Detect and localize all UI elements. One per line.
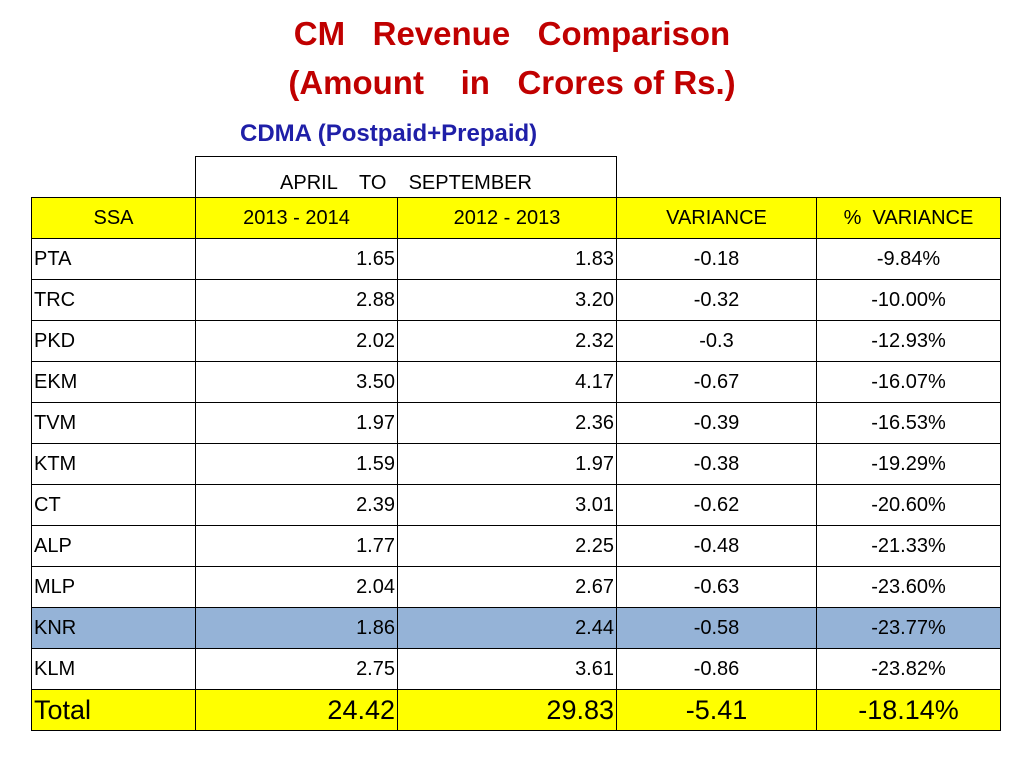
table-row: TRC 2.88 3.20 -0.32 -10.00%: [31, 279, 1001, 321]
cell-ssa: TRC: [31, 279, 196, 321]
cell-2012-2013: 3.20: [397, 279, 617, 321]
cell-2013-2014: 1.59: [195, 443, 398, 485]
header-variance: VARIANCE: [616, 197, 817, 239]
cell-2013-2014: 2.04: [195, 566, 398, 608]
cell-ssa: ALP: [31, 525, 196, 567]
cell-variance: -0.62: [616, 484, 817, 526]
cell-ssa: MLP: [31, 566, 196, 608]
cell-variance: -0.67: [616, 361, 817, 403]
cell-ssa: KNR: [31, 607, 196, 649]
cell-variance: -0.32: [616, 279, 817, 321]
cell-ssa: KLM: [31, 648, 196, 690]
total-variance: -5.41: [616, 689, 817, 731]
cell-2013-2014: 1.65: [195, 238, 398, 280]
cell-2013-2014: 2.88: [195, 279, 398, 321]
cell-2012-2013: 2.36: [397, 402, 617, 444]
cell-variance: -0.86: [616, 648, 817, 690]
table-row: EKM 3.50 4.17 -0.67 -16.07%: [31, 361, 1001, 403]
cell-pct-variance: -19.29%: [816, 443, 1001, 485]
cell-2013-2014: 3.50: [195, 361, 398, 403]
cell-2012-2013: 2.25: [397, 525, 617, 567]
cell-pct-variance: -23.82%: [816, 648, 1001, 690]
header-2012-2013: 2012 - 2013: [397, 197, 617, 239]
cell-pct-variance: -23.60%: [816, 566, 1001, 608]
cell-pct-variance: -23.77%: [816, 607, 1001, 649]
column-header-row: SSA 2013 - 2014 2012 - 2013 VARIANCE % V…: [31, 197, 1001, 239]
cell-variance: -0.3: [616, 320, 817, 362]
cell-variance: -0.48: [616, 525, 817, 567]
table-row: PKD 2.02 2.32 -0.3 -12.93%: [31, 320, 1001, 362]
cell-ssa: CT: [31, 484, 196, 526]
empty-corner-cell: [31, 156, 196, 198]
period-header-row: APRIL TO SEPTEMBER: [31, 156, 1001, 198]
cell-2013-2014: 1.77: [195, 525, 398, 567]
cell-2012-2013: 4.17: [397, 361, 617, 403]
cell-2012-2013: 2.32: [397, 320, 617, 362]
cell-2012-2013: 2.67: [397, 566, 617, 608]
cell-variance: -0.58: [616, 607, 817, 649]
table-row: KNR 1.86 2.44 -0.58 -23.77%: [31, 607, 1001, 649]
cell-pct-variance: -12.93%: [816, 320, 1001, 362]
cell-ssa: PTA: [31, 238, 196, 280]
total-pct-variance: -18.14%: [816, 689, 1001, 731]
cell-pct-variance: -20.60%: [816, 484, 1001, 526]
period-header: APRIL TO SEPTEMBER: [195, 156, 617, 198]
cell-pct-variance: -10.00%: [816, 279, 1001, 321]
cell-2013-2014: 2.02: [195, 320, 398, 362]
cell-variance: -0.38: [616, 443, 817, 485]
cell-pct-variance: -16.07%: [816, 361, 1001, 403]
slide-title-line2: (Amount in Crores of Rs.): [288, 64, 736, 101]
table-row: ALP 1.77 2.25 -0.48 -21.33%: [31, 525, 1001, 567]
table-row: TVM 1.97 2.36 -0.39 -16.53%: [31, 402, 1001, 444]
cell-ssa: TVM: [31, 402, 196, 444]
cell-2012-2013: 2.44: [397, 607, 617, 649]
header-ssa: SSA: [31, 197, 196, 239]
cell-2012-2013: 3.61: [397, 648, 617, 690]
header-2013-2014: 2013 - 2014: [195, 197, 398, 239]
table-subtitle: CDMA (Postpaid+Prepaid): [240, 120, 538, 147]
header-pct-variance: % VARIANCE: [816, 197, 1001, 239]
cell-2012-2013: 1.97: [397, 443, 617, 485]
table-row: KLM 2.75 3.61 -0.86 -23.82%: [31, 648, 1001, 690]
table-row: MLP 2.04 2.67 -0.63 -23.60%: [31, 566, 1001, 608]
cell-variance: -0.63: [616, 566, 817, 608]
table-row: PTA 1.65 1.83 -0.18 -9.84%: [31, 238, 1001, 280]
cell-pct-variance: -9.84%: [816, 238, 1001, 280]
table-body: PTA 1.65 1.83 -0.18 -9.84% TRC 2.88 3.20 -0.32 -1…: [31, 238, 1001, 690]
cell-2013-2014: 2.75: [195, 648, 398, 690]
total-2013-2014: 24.42: [195, 689, 398, 731]
cell-2012-2013: 1.83: [397, 238, 617, 280]
total-row: Total 24.42 29.83 -5.41 -18.14%: [31, 689, 1001, 731]
total-2012-2013: 29.83: [397, 689, 617, 731]
cell-2013-2014: 2.39: [195, 484, 398, 526]
table-row: CT 2.39 3.01 -0.62 -20.60%: [31, 484, 1001, 526]
cell-2013-2014: 1.86: [195, 607, 398, 649]
table-row: KTM 1.59 1.97 -0.38 -19.29%: [31, 443, 1001, 485]
cell-2012-2013: 3.01: [397, 484, 617, 526]
slide-title-line1: CM Revenue Comparison: [293, 15, 731, 52]
revenue-comparison-table: APRIL TO SEPTEMBER SSA 2013 - 2014 2012 …: [31, 156, 1001, 731]
cell-2013-2014: 1.97: [195, 402, 398, 444]
cell-variance: -0.18: [616, 238, 817, 280]
empty-header-cell: [617, 157, 817, 198]
cell-pct-variance: -21.33%: [816, 525, 1001, 567]
cell-pct-variance: -16.53%: [816, 402, 1001, 444]
cell-ssa: KTM: [31, 443, 196, 485]
empty-header-cell: [817, 157, 1001, 198]
cell-variance: -0.39: [616, 402, 817, 444]
cell-ssa: EKM: [31, 361, 196, 403]
cell-ssa: PKD: [31, 320, 196, 362]
total-label: Total: [31, 689, 196, 731]
